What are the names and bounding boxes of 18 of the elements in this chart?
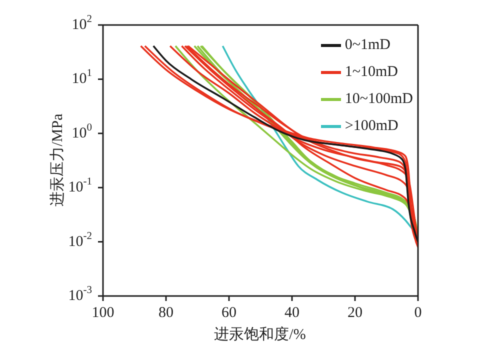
y-axis-title: 进汞压力/MPa	[49, 113, 66, 206]
legend-label: 10~100mD	[344, 90, 413, 109]
legend-label: 0~1mD	[344, 36, 390, 55]
y-tick-label: 10$^{-1}$	[68, 176, 92, 196]
y-tick-label: 10$^{-2}$	[68, 230, 92, 250]
x-tick-label: 20	[348, 305, 362, 321]
y-tick-label: 10$^{-3}$	[68, 285, 92, 304]
x-tick-label: 100	[92, 305, 114, 321]
x-tick-label: 40	[284, 305, 300, 321]
y-tick-label: 10$^{1}$	[72, 68, 92, 88]
x-tick-label: 80	[158, 305, 174, 321]
x-tick-label: 60	[222, 305, 236, 321]
y-tick-label: 10$^{0}$	[72, 122, 92, 142]
legend-label: 1~10mD	[344, 63, 398, 82]
x-tick-label: 0	[414, 305, 422, 321]
legend-label: >100mD	[344, 117, 398, 136]
y-tick-label: 10$^{2}$	[72, 14, 92, 33]
x-axis-title: 进汞饱和度/%	[214, 326, 306, 343]
